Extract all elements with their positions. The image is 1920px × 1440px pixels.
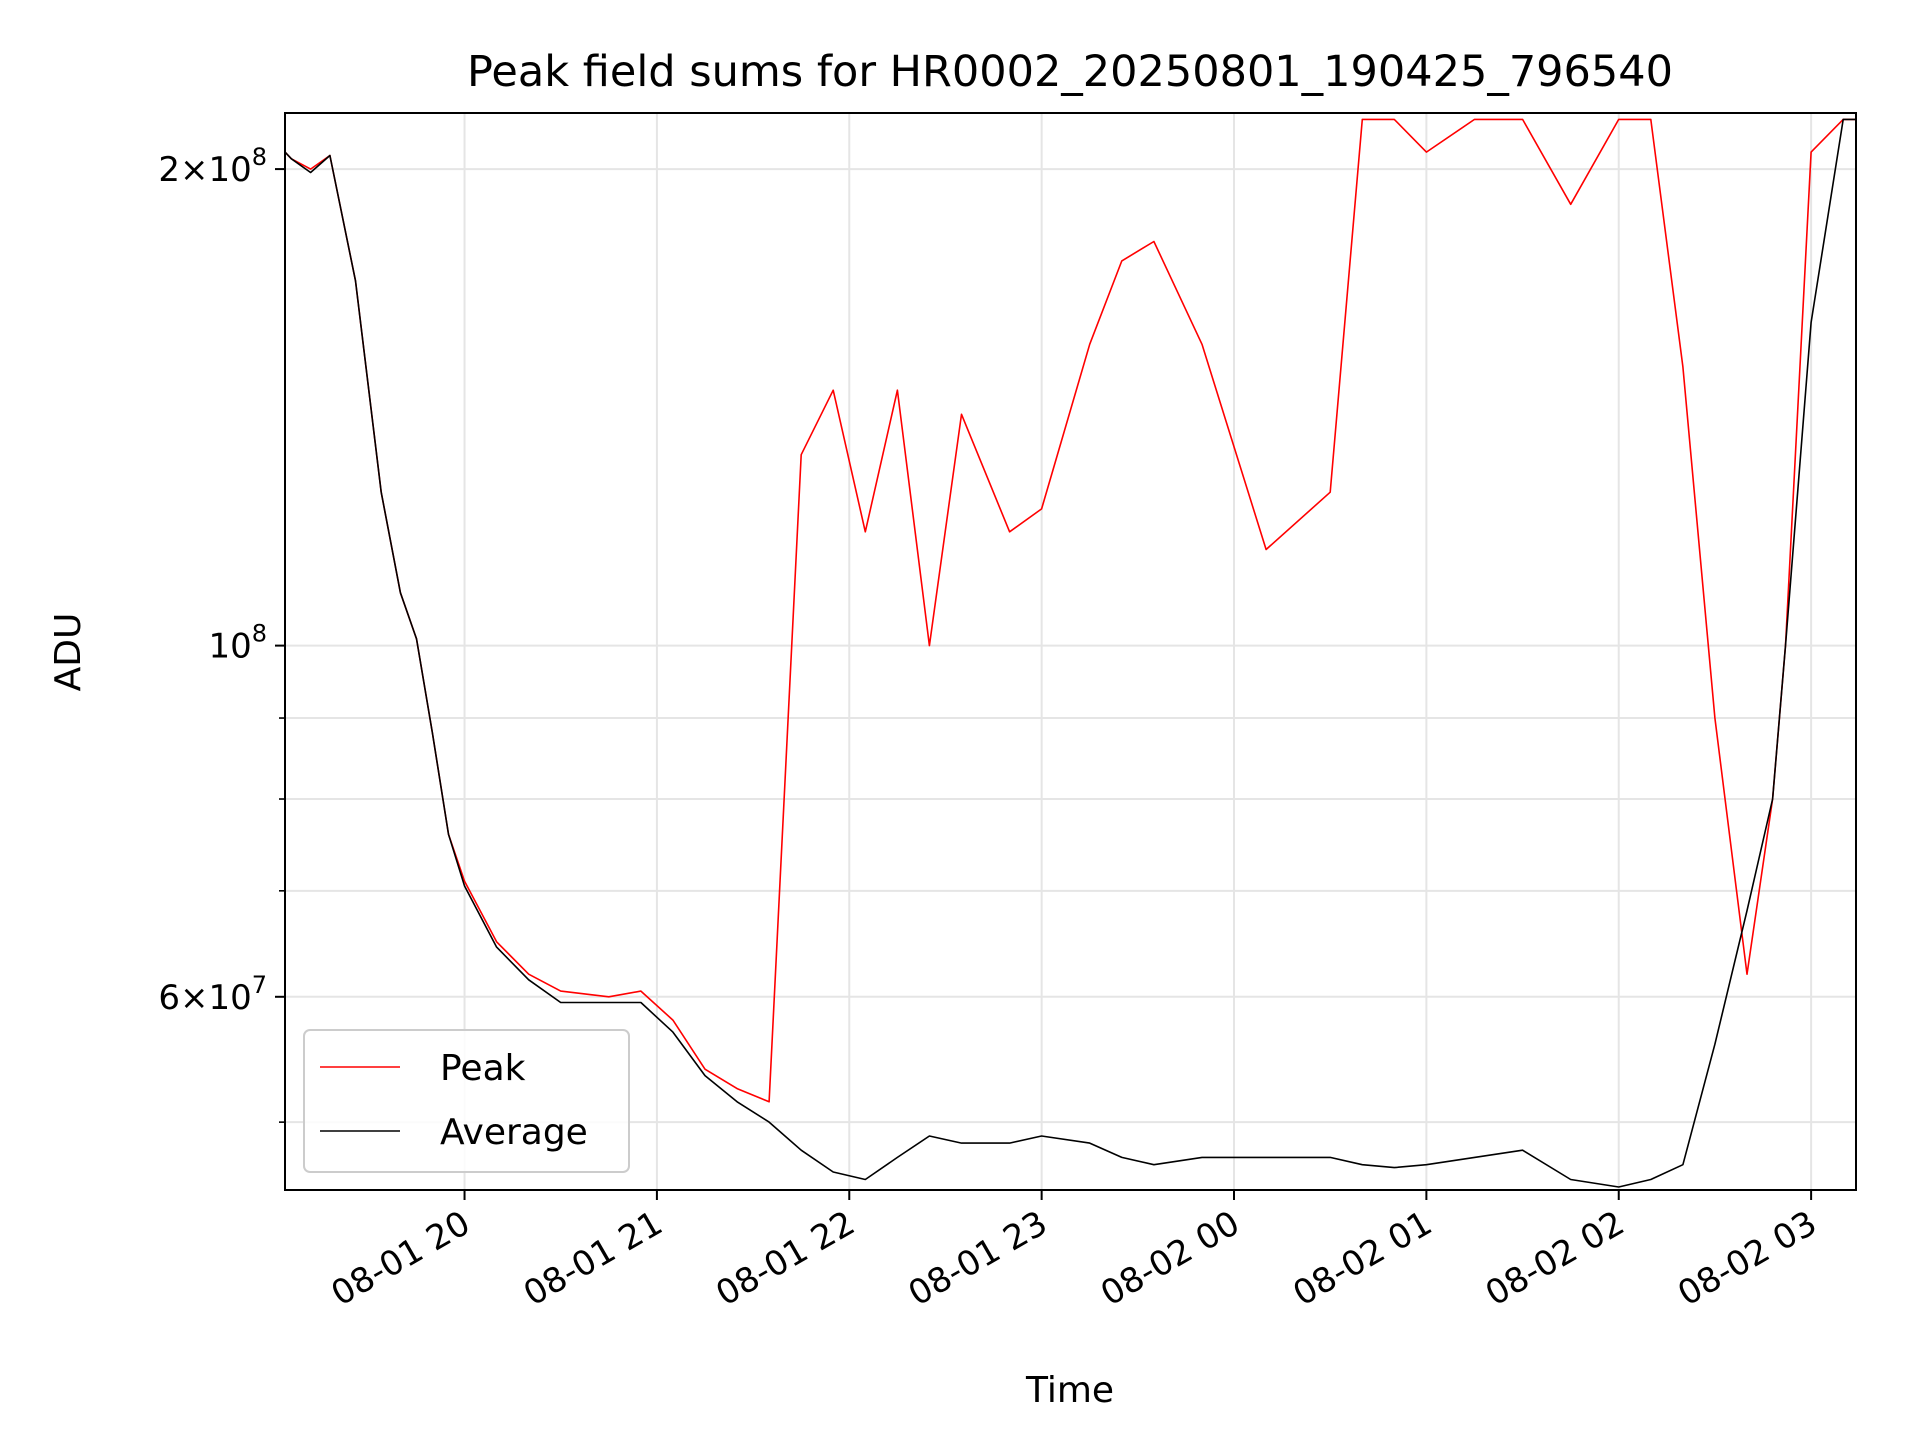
y-axis-label: ADU — [48, 613, 89, 692]
series-lines — [284, 118, 1856, 1188]
legend-label-peak: Peak — [440, 1048, 526, 1089]
legend-box — [303, 1029, 630, 1173]
chart-title: Peak field sums for HR0002_20250801_1904… — [467, 47, 1673, 97]
series-line-average — [284, 118, 1856, 1188]
y-tick-label: 108 — [208, 620, 267, 667]
plot-frame — [284, 112, 1857, 1191]
legend: Peak Average — [303, 1029, 630, 1173]
y-tick-label: 2×108 — [158, 143, 267, 190]
legend-label-average: Average — [440, 1112, 588, 1153]
x-axis-label: Time — [1025, 1370, 1114, 1411]
y-tick-label: 6×107 — [158, 971, 267, 1018]
